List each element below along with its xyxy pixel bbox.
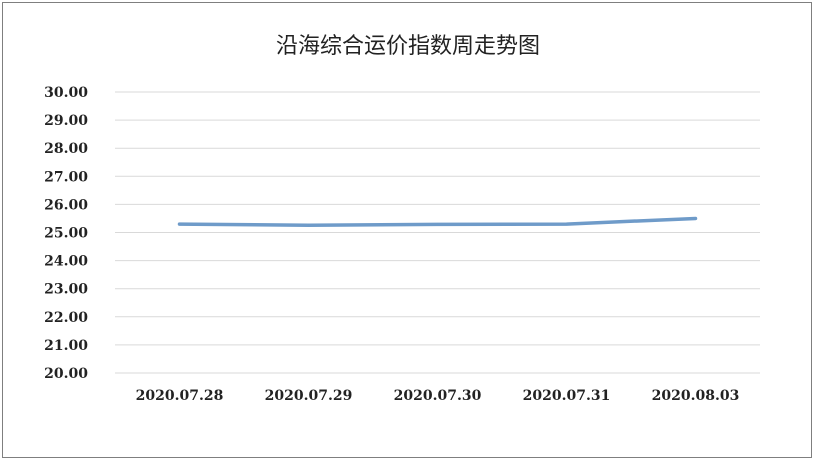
y-tick-label: 23.00 bbox=[44, 282, 88, 298]
data-point bbox=[179, 223, 180, 225]
x-tick-label: 2020.07.28 bbox=[136, 388, 224, 404]
x-axis: 2020.07.28 2020.07.29 2020.07.30 2020.07.31… bbox=[136, 388, 740, 404]
data-point bbox=[437, 223, 438, 225]
y-tick-label: 27.00 bbox=[44, 169, 88, 185]
data-point bbox=[695, 217, 696, 219]
y-tick-label: 24.00 bbox=[44, 254, 88, 270]
y-axis: 20.00 21.00 22.00 23.00 24.00 25.00 26.00 27.00… bbox=[44, 85, 88, 382]
x-tick-label: 2020.07.30 bbox=[394, 388, 482, 404]
y-tick-label: 22.00 bbox=[44, 310, 88, 326]
x-tick-label: 2020.07.31 bbox=[523, 388, 611, 404]
y-tick-label: 25.00 bbox=[44, 226, 88, 242]
y-tick-label: 30.00 bbox=[44, 85, 88, 101]
y-tick-label: 29.00 bbox=[44, 113, 88, 129]
y-tick-label: 26.00 bbox=[44, 197, 88, 213]
data-point bbox=[566, 223, 567, 225]
chart-frame bbox=[2, 2, 812, 458]
chart-title: 沿海综合运价指数周走势图 bbox=[275, 34, 540, 59]
data-point bbox=[308, 224, 309, 226]
gridlines bbox=[115, 91, 760, 374]
x-tick-label: 2020.07.29 bbox=[265, 388, 353, 404]
series-group bbox=[177, 216, 698, 227]
y-tick-label: 20.00 bbox=[44, 366, 88, 382]
y-tick-label: 21.00 bbox=[44, 338, 88, 354]
y-tick-label: 28.00 bbox=[44, 141, 88, 157]
x-tick-label: 2020.08.03 bbox=[652, 388, 740, 404]
